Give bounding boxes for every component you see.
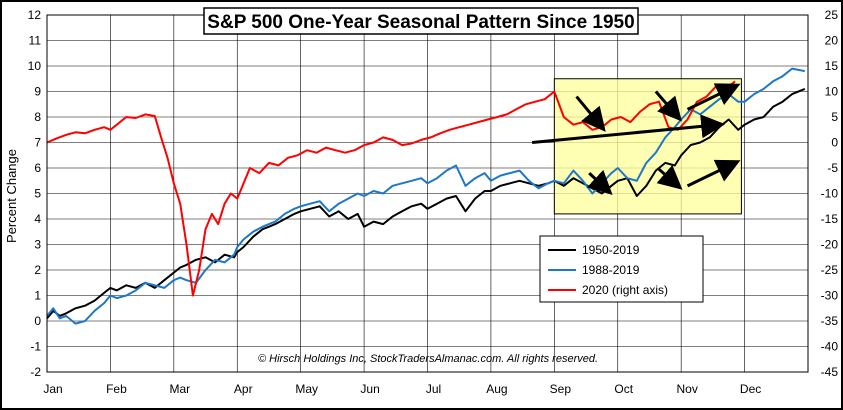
highlight-box bbox=[553, 78, 742, 215]
legend-label-1950-2019: 1950-2019 bbox=[582, 243, 640, 257]
series-line-1950-2019 bbox=[46, 87, 806, 320]
series-line-2020-right-axis bbox=[46, 80, 736, 297]
right-tick-label: -40 bbox=[821, 340, 839, 354]
left-tick-label: -1 bbox=[30, 340, 41, 354]
right-tick-label: 5 bbox=[831, 110, 838, 124]
right-tick-label: -10 bbox=[821, 187, 839, 201]
legend: 1950-2019 1988-2019 2020 (right axis) bbox=[539, 235, 704, 303]
highlight-layer bbox=[553, 78, 742, 215]
right-axis-ticks: -45 -40 -35 -30 -25 -20 -15 -10 -5 0 5 10 15 20 25 bbox=[821, 8, 839, 379]
right-tick-label: -20 bbox=[821, 238, 839, 252]
x-tick-label: Mar bbox=[169, 382, 190, 396]
left-tick-label: 0 bbox=[34, 314, 41, 328]
left-tick-label: 9 bbox=[34, 85, 41, 99]
right-tick-label: -15 bbox=[821, 212, 839, 226]
x-tick-label: Jun bbox=[360, 382, 379, 396]
x-tick-label: Jul bbox=[426, 382, 441, 396]
right-tick-label: -35 bbox=[821, 314, 839, 328]
annotation-arrow bbox=[656, 164, 683, 190]
annotation-arrow bbox=[686, 83, 741, 111]
left-tick-label: 5 bbox=[34, 187, 41, 201]
left-tick-label: 12 bbox=[28, 8, 42, 22]
annotation-arrow bbox=[586, 169, 613, 196]
legend-label-1988-2019: 1988-2019 bbox=[582, 263, 640, 277]
left-tick-label: 6 bbox=[34, 161, 41, 175]
annotation-arrow bbox=[531, 114, 726, 144]
arrow-layer bbox=[531, 83, 741, 196]
right-tick-label: 25 bbox=[825, 8, 839, 22]
left-tick-label: 10 bbox=[28, 59, 42, 73]
chart-title: S&P 500 One-Year Seasonal Pattern Since … bbox=[207, 12, 634, 33]
x-tick-label: Apr bbox=[234, 382, 253, 396]
left-tick-label: 7 bbox=[34, 136, 41, 150]
right-tick-label: 15 bbox=[825, 59, 839, 73]
annotation-arrow bbox=[654, 90, 682, 122]
annotation-arrow bbox=[575, 95, 606, 132]
left-tick-label: 4 bbox=[34, 212, 41, 226]
left-tick-label: 2 bbox=[34, 263, 41, 277]
x-tick-label: Jan bbox=[43, 382, 62, 396]
left-tick-label: -2 bbox=[30, 365, 41, 379]
right-tick-label: 10 bbox=[825, 85, 839, 99]
legend-label-2020: 2020 (right axis) bbox=[582, 283, 668, 297]
x-tick-label: Dec bbox=[740, 382, 761, 396]
annotation-arrow bbox=[686, 159, 741, 188]
copyright-note: © Hirsch Holdings Inc, StockTradersAlman… bbox=[258, 353, 598, 365]
x-tick-label: Sep bbox=[550, 382, 572, 396]
right-tick-label: -45 bbox=[821, 365, 839, 379]
left-tick-label: 8 bbox=[34, 110, 41, 124]
x-tick-label: Feb bbox=[106, 382, 127, 396]
x-tick-label: Aug bbox=[486, 382, 507, 396]
x-tick-label: Nov bbox=[676, 382, 697, 396]
title-box bbox=[203, 7, 639, 35]
left-tick-label: 1 bbox=[34, 289, 41, 303]
right-tick-label: -5 bbox=[827, 161, 838, 175]
right-tick-label: 20 bbox=[825, 34, 839, 48]
right-tick-label: 0 bbox=[831, 136, 838, 150]
left-tick-label: 11 bbox=[29, 34, 42, 48]
x-tick-label: May bbox=[295, 382, 318, 396]
right-tick-label: -30 bbox=[821, 289, 839, 303]
x-tick-label: Oct bbox=[614, 382, 633, 396]
right-tick-label: -25 bbox=[821, 263, 839, 277]
x-axis-ticks: Jan Feb Mar Apr May Jun Jul Aug Sep Oct Nov Dec bbox=[43, 382, 761, 396]
left-tick-label: 3 bbox=[34, 238, 41, 252]
y-axis-label: Percent Change bbox=[4, 149, 19, 243]
